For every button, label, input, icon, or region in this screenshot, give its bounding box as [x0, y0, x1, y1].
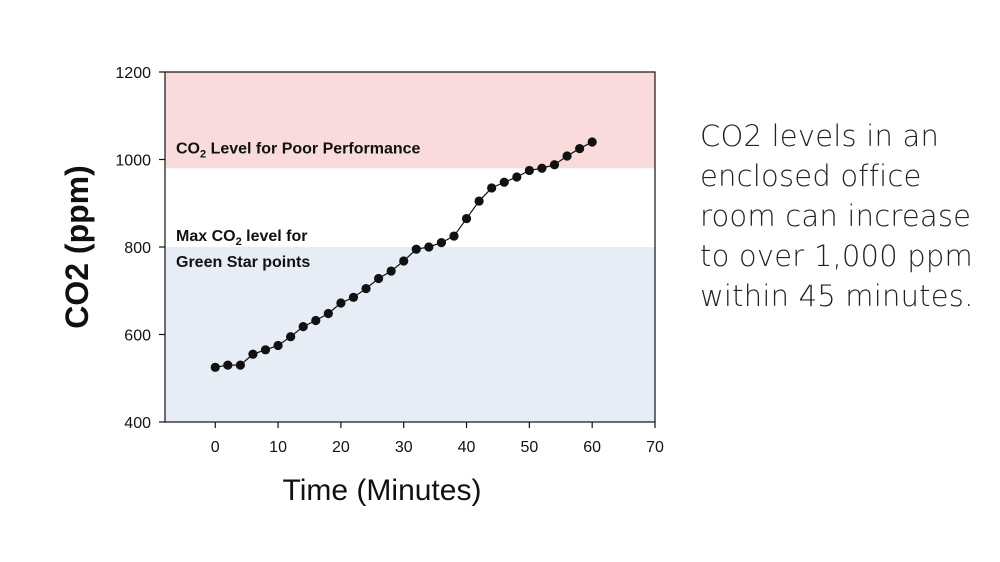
data-point — [311, 315, 321, 326]
x-tick-label: 0 — [211, 439, 220, 456]
x-tick-label: 40 — [458, 439, 476, 456]
x-tick-label: 70 — [646, 439, 664, 456]
data-point — [348, 292, 359, 302]
x-tick-label: 50 — [520, 439, 538, 456]
data-point — [537, 163, 547, 173]
threshold-bands — [165, 72, 655, 422]
data-point — [474, 196, 484, 206]
data-point — [587, 137, 597, 147]
data-point — [223, 360, 233, 370]
co2-line-chart: CO2 Level for Poor Performance Max CO2 l… — [59, 65, 664, 507]
poor-performance-label: CO2 Level for Poor Performance — [176, 141, 421, 161]
x-tick-label: 60 — [583, 439, 601, 456]
data-point — [524, 165, 534, 176]
data-point — [449, 231, 459, 241]
y-tick-label: 400 — [124, 415, 151, 432]
x-tick-label: 20 — [332, 439, 350, 456]
data-point — [273, 340, 283, 351]
co2-series — [210, 137, 597, 372]
data-point — [512, 172, 522, 182]
y-axis-label: CO2 (ppm) — [59, 165, 95, 329]
y-tick-label: 600 — [124, 328, 151, 345]
data-point — [461, 213, 472, 224]
band-labels: CO2 Level for Poor Performance Max CO2 l… — [176, 141, 421, 272]
data-point — [436, 238, 447, 248]
y-tick-label: 1200 — [115, 65, 151, 82]
data-point — [298, 322, 308, 332]
data-point — [487, 183, 497, 193]
data-point — [411, 244, 421, 254]
data-point — [235, 360, 245, 370]
data-point — [575, 143, 585, 154]
y-tick-label: 1000 — [115, 153, 151, 170]
data-point — [386, 266, 396, 276]
x-tick-label: 10 — [269, 439, 287, 456]
data-point — [248, 349, 258, 359]
x-axis-ticks: 0 10 20 30 40 50 60 70 — [211, 422, 664, 456]
data-point — [399, 256, 409, 266]
x-tick-label: 30 — [395, 439, 413, 456]
data-point — [323, 308, 333, 319]
y-tick-label: 800 — [124, 240, 151, 257]
green-star-label-line1: Max CO2 level for — [176, 228, 308, 248]
data-point — [373, 273, 384, 284]
data-point — [562, 151, 572, 161]
data-point — [499, 177, 509, 187]
data-point — [286, 332, 296, 342]
y-axis-ticks: 400 600 800 1000 1200 — [115, 65, 165, 432]
data-point — [210, 362, 220, 372]
data-point — [549, 160, 560, 170]
co2-summary-text: CO2 levels in an enclosed office room ca… — [700, 119, 974, 313]
data-point — [260, 345, 271, 355]
green-star-band — [165, 247, 655, 422]
data-point — [336, 298, 346, 308]
green-star-label-line2: Green Star points — [176, 254, 310, 271]
data-point — [361, 283, 371, 294]
x-axis-label: Time (Minutes) — [283, 474, 482, 507]
data-point — [424, 242, 434, 252]
